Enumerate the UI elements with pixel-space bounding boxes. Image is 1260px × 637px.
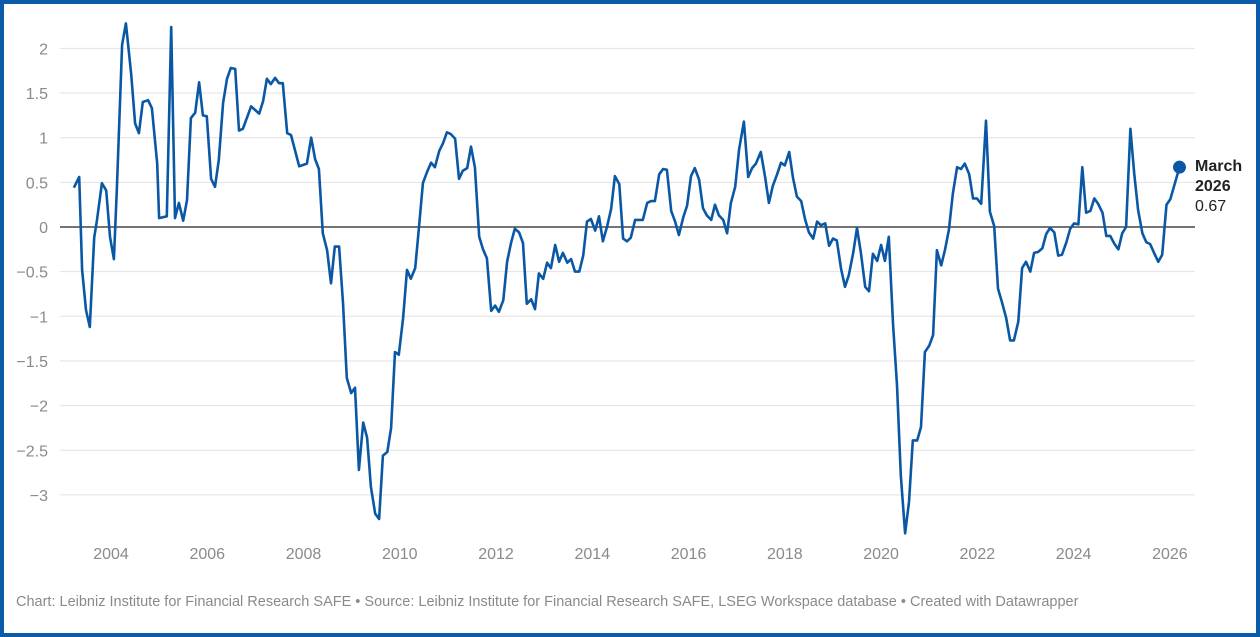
x-tick-label: 2014 [575, 546, 611, 563]
line-chart: 2 1.5 1 0.5 0 −0.5 −1 −1.5 −2 −2.5 −3 2004 2006 2008… [16, 22, 1195, 563]
annotation-value: 0.67 [1195, 198, 1227, 215]
y-tick-label: −1 [30, 309, 48, 326]
y-tick-label: −2.5 [16, 443, 48, 460]
y-tick-label: −2 [30, 399, 48, 416]
x-tick-label: 2006 [189, 546, 225, 563]
chart-footer: Chart: Leibniz Institute for Financial R… [16, 594, 1079, 610]
gridlines [60, 47, 1195, 496]
y-tick-label: −3 [30, 488, 48, 505]
last-point-marker [1172, 160, 1186, 174]
series-line [72, 22, 1181, 535]
y-tick-label: −1.5 [16, 354, 48, 371]
x-tick-label: 2012 [478, 546, 514, 563]
x-axis-ticks: 2004 2006 2008 2010 2012 2014 2016 2018 2020 2022… [93, 546, 1188, 563]
y-axis-ticks: 2 1.5 1 0.5 0 −0.5 −1 −1.5 −2 −2.5 −3 [16, 41, 48, 505]
x-tick-label: 2018 [767, 546, 803, 563]
x-tick-label: 2004 [93, 546, 129, 563]
x-tick-label: 2008 [286, 546, 322, 563]
x-tick-label: 2010 [382, 546, 418, 563]
y-tick-label: −0.5 [16, 265, 48, 282]
y-tick-label: 2 [39, 41, 48, 58]
series-lines [72, 22, 1186, 535]
x-tick-label: 2016 [671, 546, 707, 563]
y-tick-label: 0 [39, 220, 48, 237]
y-tick-label: 1 [39, 131, 48, 148]
x-tick-label: 2024 [1056, 546, 1092, 563]
y-tick-label: 0.5 [26, 175, 48, 192]
x-tick-label: 2026 [1152, 546, 1188, 563]
annotation-month: March [1195, 158, 1243, 175]
last-value-annotation: March 2026 0.67 [1195, 157, 1242, 217]
x-tick-label: 2022 [960, 546, 996, 563]
annotation-year: 2026 [1195, 178, 1231, 195]
y-tick-label: 1.5 [26, 86, 48, 103]
x-tick-label: 2020 [863, 546, 899, 563]
